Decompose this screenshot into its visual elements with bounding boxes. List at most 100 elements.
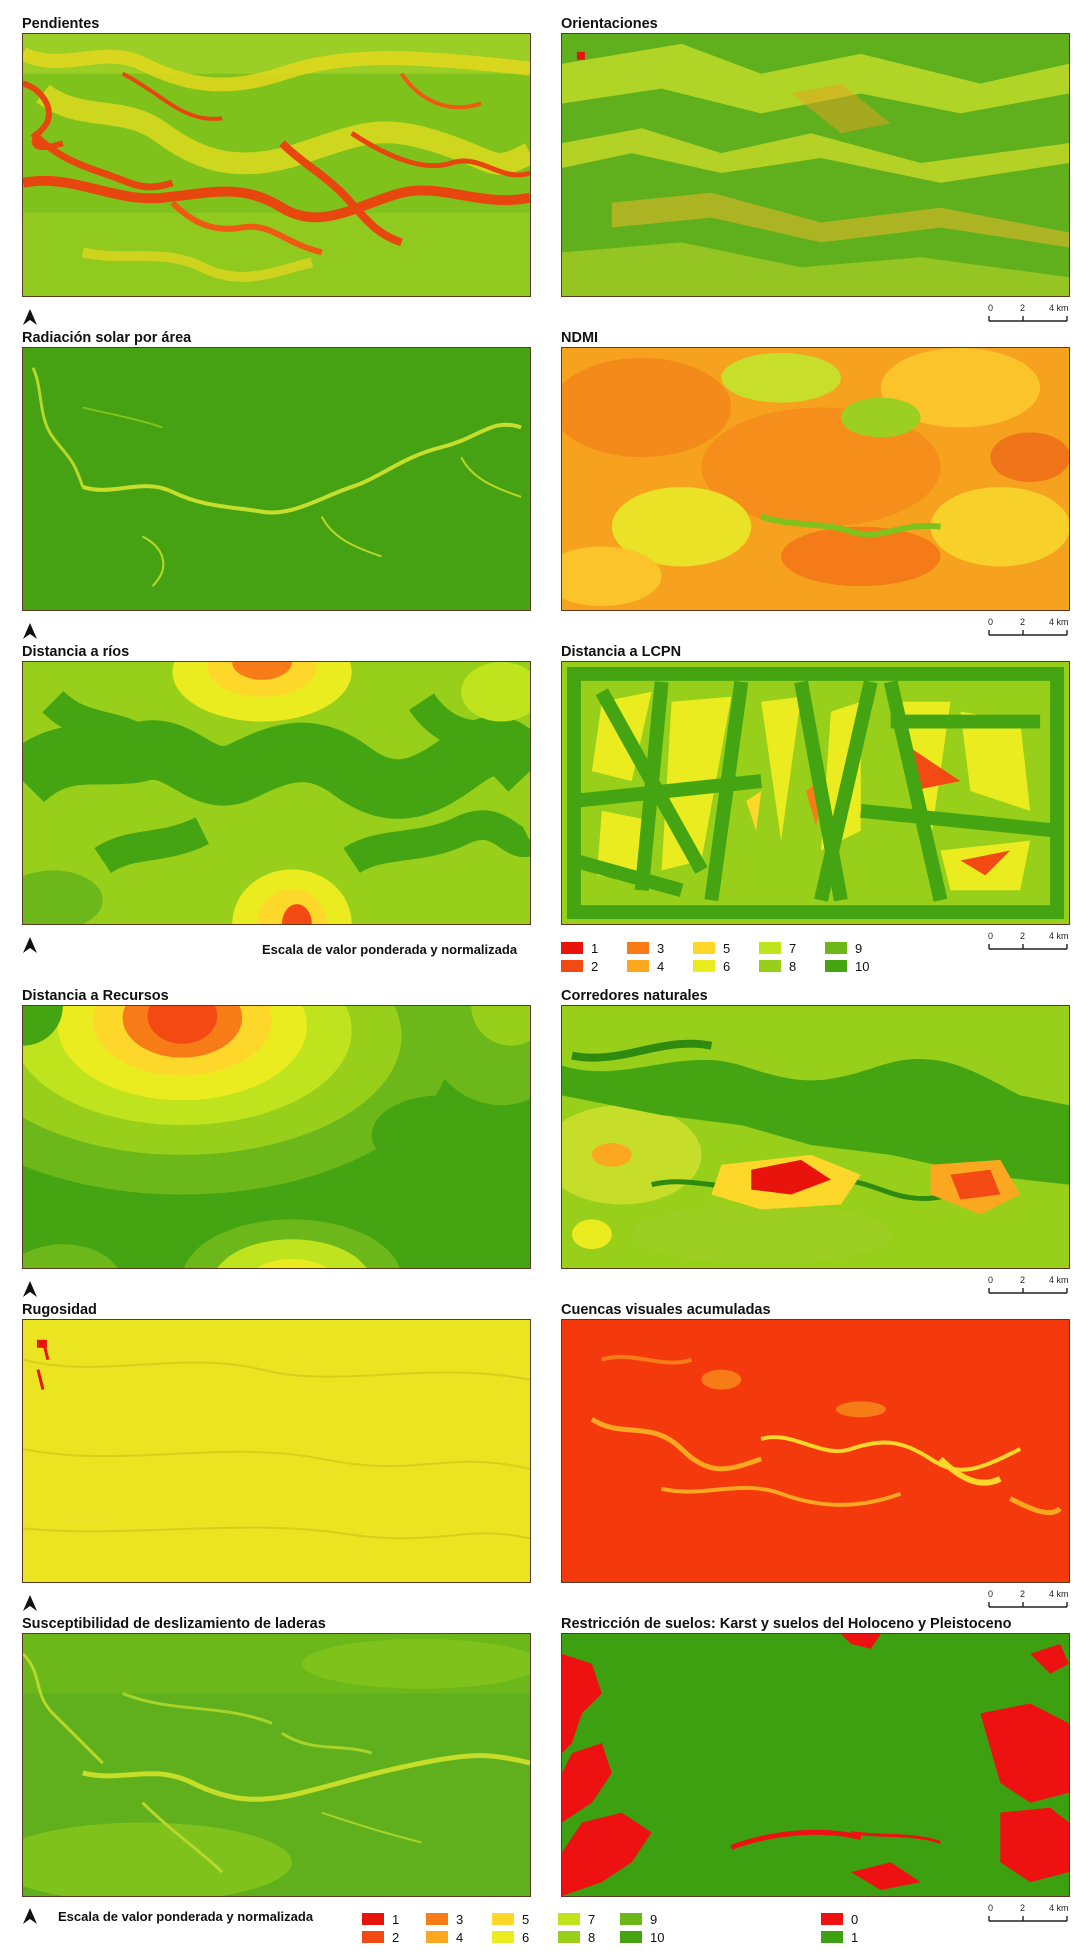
map-distancia-lcpn bbox=[561, 661, 1070, 925]
legend-swatch bbox=[620, 1931, 642, 1943]
legend-item: 7 bbox=[759, 940, 797, 956]
scale-label-2: 2 bbox=[1020, 931, 1025, 941]
panel-title-cuencas: Cuencas visuales acumuladas bbox=[561, 1302, 771, 1318]
scale-label-4km: 4 km bbox=[1049, 931, 1069, 941]
legend-swatch bbox=[426, 1931, 448, 1943]
legend-item: 0 bbox=[821, 1911, 859, 1927]
legend-swatch bbox=[759, 960, 781, 972]
legend-swatch bbox=[620, 1913, 642, 1925]
scale-label-4km: 4 km bbox=[1049, 1903, 1069, 1913]
legend-label: 2 bbox=[591, 958, 599, 974]
scale-label-0: 0 bbox=[988, 1589, 993, 1599]
panel-title-corredores: Corredores naturales bbox=[561, 988, 708, 1004]
panel-title-ndmi: NDMI bbox=[561, 330, 599, 346]
legend-item: 6 bbox=[492, 1930, 529, 1945]
legend-item: 1 bbox=[362, 1911, 400, 1927]
legend-value-scale: 1 2 3 4 5 6 7 8 9 10 bbox=[362, 1911, 665, 1948]
legend-swatch bbox=[821, 1931, 843, 1943]
legend-item: 2 bbox=[561, 958, 599, 974]
legend-swatch bbox=[426, 1913, 448, 1925]
map-distancia-rios bbox=[22, 661, 531, 925]
scale-bar: 0 2 4 km bbox=[988, 303, 1069, 322]
scale-label-0: 0 bbox=[988, 1275, 993, 1285]
scale-bar: 0 2 4 km bbox=[988, 1903, 1069, 1922]
legend-swatch bbox=[492, 1913, 514, 1925]
scale-bar: 0 2 4 km bbox=[988, 1275, 1069, 1294]
legend-label: 1 bbox=[591, 940, 599, 956]
legend-label: 10 bbox=[650, 1929, 665, 1945]
legend-swatch bbox=[561, 960, 583, 972]
panel-title-orientaciones: Orientaciones bbox=[561, 16, 658, 32]
legend-item: 4 bbox=[627, 958, 665, 974]
legend-item: 5 bbox=[492, 1912, 529, 1927]
legend-label: 7 bbox=[588, 1911, 596, 1927]
legend-swatch bbox=[693, 942, 715, 954]
map-orientaciones bbox=[561, 33, 1070, 297]
legend-label: 0 bbox=[851, 1911, 859, 1927]
legend-item: 3 bbox=[426, 1912, 463, 1927]
map-cuencas-visuales bbox=[561, 1319, 1070, 1583]
legend-label: 6 bbox=[723, 958, 731, 974]
legend-label: 4 bbox=[456, 1929, 464, 1945]
legend-item: 7 bbox=[558, 1911, 596, 1927]
legend-title: Escala de valor ponderada y normalizada bbox=[262, 942, 518, 957]
north-arrow-icon bbox=[23, 1908, 37, 1924]
scale-label-2: 2 bbox=[1020, 1903, 1025, 1913]
scale-label-2: 2 bbox=[1020, 1275, 1025, 1285]
legend-label: 2 bbox=[392, 1929, 400, 1945]
scale-label-4km: 4 km bbox=[1049, 303, 1069, 313]
legend-title: Escala de valor ponderada y normalizada bbox=[58, 1909, 314, 1924]
panel-title-distancia-lcpn: Distancia a LCPN bbox=[561, 644, 682, 660]
legend-label: 9 bbox=[650, 1911, 658, 1927]
legend-swatch bbox=[821, 1913, 843, 1925]
panel-title-radiacion: Radiación solar por área bbox=[22, 330, 192, 346]
legend-swatch bbox=[558, 1913, 580, 1925]
north-arrow-icon bbox=[23, 1595, 37, 1611]
scale-label-0: 0 bbox=[988, 931, 993, 941]
map-restriccion-suelos bbox=[561, 1633, 1070, 1897]
map-pendientes bbox=[22, 33, 531, 297]
legend-label: 10 bbox=[855, 958, 870, 974]
legend-swatch bbox=[561, 942, 583, 954]
legend-item: 9 bbox=[825, 940, 863, 956]
legend-swatch bbox=[362, 1931, 384, 1943]
legend-label: 1 bbox=[392, 1911, 400, 1927]
map-rugosidad bbox=[22, 1319, 531, 1583]
north-arrow-icon bbox=[23, 309, 37, 325]
scale-label-0: 0 bbox=[988, 617, 993, 627]
scale-label-4km: 4 km bbox=[1049, 1275, 1069, 1285]
legend-label: 4 bbox=[657, 958, 665, 974]
map-ndmi bbox=[561, 347, 1070, 611]
legend-item: 8 bbox=[759, 958, 797, 974]
panel-title-distancia-recursos: Distancia a Recursos bbox=[22, 988, 169, 1004]
legend-item: 1 bbox=[821, 1929, 859, 1945]
legend-label: 9 bbox=[855, 940, 863, 956]
scale-label-4km: 4 km bbox=[1049, 1589, 1069, 1599]
map-distancia-recursos bbox=[22, 1005, 531, 1269]
legend-swatch bbox=[492, 1931, 514, 1943]
legend-item: 1 bbox=[561, 940, 599, 956]
north-arrow-icon bbox=[23, 1281, 37, 1297]
legend-item: 4 bbox=[426, 1929, 464, 1945]
legend-swatch bbox=[558, 1931, 580, 1943]
legend-label: 8 bbox=[588, 1929, 596, 1945]
legend-value-scale: 1 2 3 4 5 6 7 8 9 10 bbox=[561, 940, 869, 977]
legend-item: 3 bbox=[627, 941, 664, 956]
map-susceptibilidad-deslizamiento bbox=[22, 1633, 531, 1897]
legend-item: 9 bbox=[620, 1911, 658, 1927]
legend-item: 8 bbox=[558, 1929, 596, 1945]
legend-item: 10 bbox=[825, 958, 870, 974]
scale-bar: 0 2 4 km bbox=[988, 1589, 1069, 1608]
legend-swatch bbox=[759, 942, 781, 954]
legend-label: 1 bbox=[851, 1929, 859, 1945]
legend-label: 7 bbox=[789, 940, 797, 956]
legend-binary: 0 1 bbox=[821, 1912, 901, 1948]
legend-swatch bbox=[825, 960, 847, 972]
legend-label: 5 bbox=[723, 940, 731, 956]
legend-label: 8 bbox=[789, 958, 797, 974]
scale-label-0: 0 bbox=[988, 303, 993, 313]
scale-label-4km: 4 km bbox=[1049, 617, 1069, 627]
legend-item: 10 bbox=[620, 1929, 665, 1945]
legend-item: 6 bbox=[693, 958, 731, 974]
scale-label-2: 2 bbox=[1020, 1589, 1025, 1599]
